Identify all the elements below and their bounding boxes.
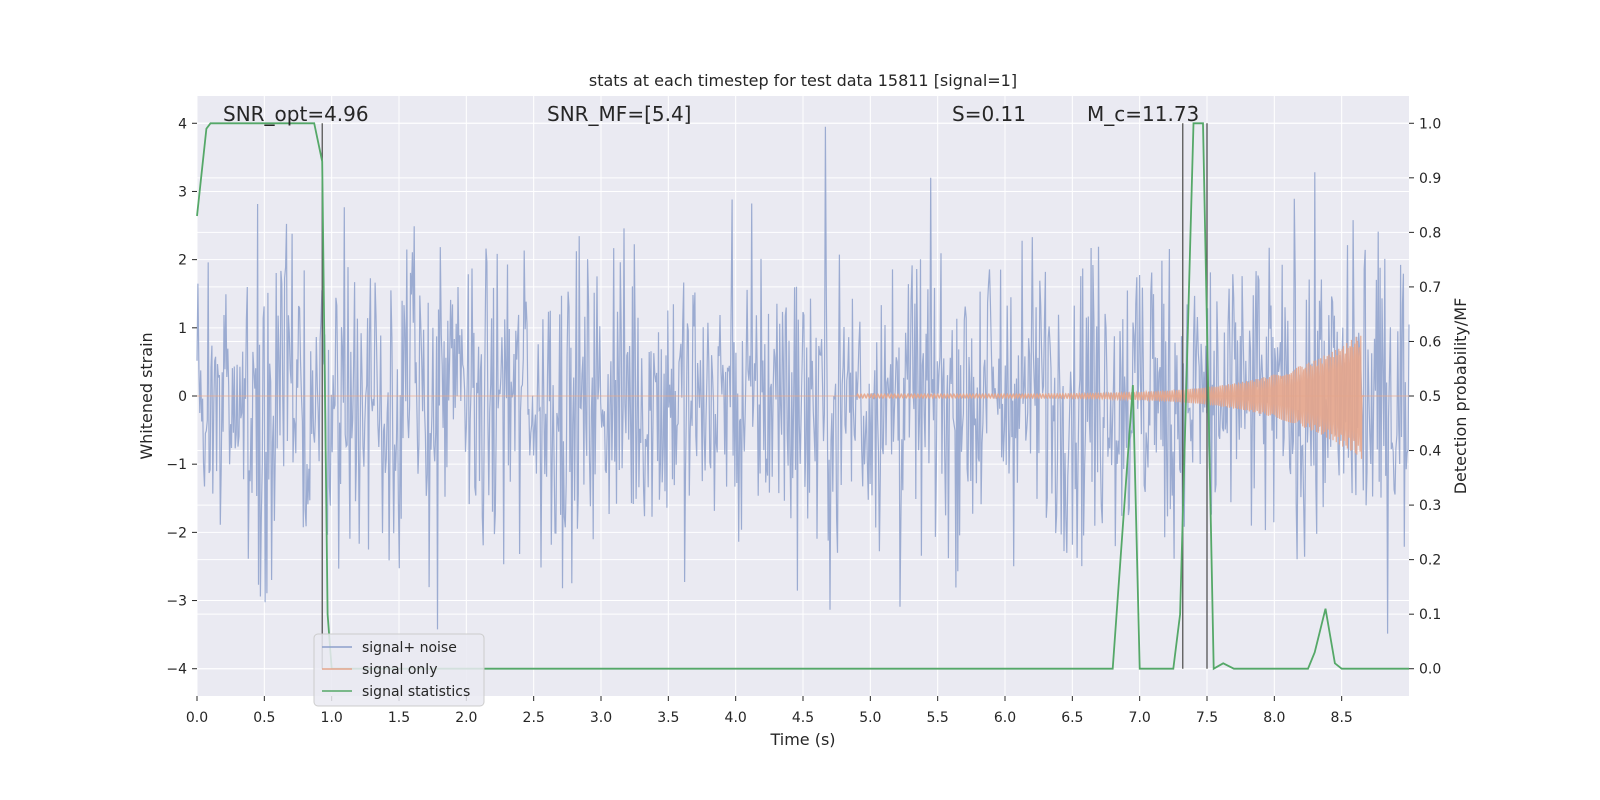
- y-right-tick-label: 0.5: [1419, 389, 1441, 405]
- x-tick-label: 6.5: [1061, 710, 1083, 726]
- legend-box: [313, 633, 485, 707]
- chart-title: stats at each timestep for test data 158…: [589, 71, 1017, 90]
- x-tick-label: 6.0: [994, 710, 1016, 726]
- legend-label-signal: signal only: [362, 662, 437, 678]
- x-tick-label: 8.5: [1331, 710, 1353, 726]
- y-tick-label: 2: [178, 253, 187, 269]
- y-tick-label: −1: [166, 457, 187, 473]
- y-right-tick-label: 0.2: [1419, 553, 1441, 569]
- x-tick-label: 1.0: [321, 710, 343, 726]
- y-right-tick-label: 0.9: [1419, 171, 1441, 187]
- x-tick-label: 7.5: [1196, 710, 1218, 726]
- y-axis-right-label: Detection probability/MF: [1451, 298, 1470, 495]
- x-tick-label: 2.0: [455, 710, 477, 726]
- x-tick-label: 0.5: [253, 710, 275, 726]
- signal-statistics-series: [196, 122, 1409, 671]
- legend-label-statistics: signal statistics: [362, 684, 470, 700]
- x-tick-label: 2.5: [523, 710, 545, 726]
- y-tick-label: −3: [166, 594, 187, 610]
- annotation-snr-mf: SNR_MF=[5.4]: [547, 102, 691, 126]
- annotation-mc: M_c=11.73: [1087, 102, 1199, 126]
- x-axis-label: Time (s): [769, 730, 835, 749]
- y-axis-label: Whitened strain: [137, 332, 156, 459]
- x-tick-label: 1.5: [388, 710, 410, 726]
- x-tick-label: 4.0: [725, 710, 747, 726]
- y-right-tick-label: 0.4: [1419, 444, 1441, 460]
- x-tick-label: 3.0: [590, 710, 612, 726]
- legend-label-noise: signal+ noise: [362, 640, 457, 656]
- y-tick-label: −4: [166, 662, 187, 678]
- y-tick-label: −2: [166, 525, 187, 541]
- y-right-tick-label: 1.0: [1419, 116, 1441, 132]
- legend: signal+ noise signal only signal statist…: [313, 633, 485, 707]
- y-right-tick-label: 0.7: [1419, 280, 1441, 296]
- annotation-s: S=0.11: [952, 102, 1026, 126]
- signal-only-line: [856, 335, 1365, 459]
- y-right-tick-label: 0.0: [1419, 662, 1441, 678]
- x-tick-label: 4.5: [792, 710, 814, 726]
- annotation-snr-opt: SNR_opt=4.96: [223, 102, 369, 126]
- y-right-tick-label: 0.6: [1419, 334, 1441, 350]
- x-tick-label: 7.0: [1129, 710, 1151, 726]
- x-tick-label: 3.5: [657, 710, 679, 726]
- x-tick-label: 0.0: [186, 710, 208, 726]
- y-tick-label: 3: [178, 184, 187, 200]
- signal-statistics-line: [196, 122, 1409, 671]
- x-tick-label: 5.5: [927, 710, 949, 726]
- y-right-tick-label: 0.8: [1419, 225, 1441, 241]
- x-tick-label: 8.0: [1263, 710, 1285, 726]
- y-tick-label: 1: [178, 321, 187, 337]
- y-right-tick-label: 0.1: [1419, 607, 1441, 623]
- x-tick-label: 5.0: [859, 710, 881, 726]
- y-tick-label: 4: [178, 116, 187, 132]
- ticks: 0.0 0.5 1.0 1.5 2.0 2.5 3.0 3.5 4.0 4.5 5.0 5.5 6.0 6…: [166, 116, 1441, 726]
- y-tick-label: 0: [178, 389, 187, 405]
- y-right-tick-label: 0.3: [1419, 498, 1441, 514]
